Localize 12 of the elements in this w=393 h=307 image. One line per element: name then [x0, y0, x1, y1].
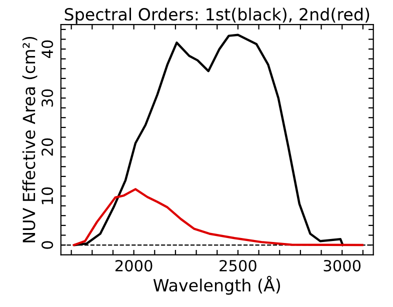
x-tick-label: 3000 [324, 260, 361, 272]
chart-title: Spectral Orders: 1st(black), 2nd(red) [64, 8, 370, 24]
y-tick-label: 40 [42, 40, 54, 58]
y-tick-label: 30 [42, 89, 54, 107]
line-series [72, 188, 364, 246]
y-axis-title: NUV Effective Area (cm²) [22, 36, 38, 242]
y-tick-label: 20 [42, 138, 54, 156]
x-axis-title: Wavelength (Å) [153, 276, 280, 295]
y-tick-label: 10 [42, 187, 54, 204]
x-tick-label: 2500 [220, 260, 256, 272]
x-tick-label: 2000 [115, 260, 152, 272]
y-tick-label: 0 [42, 241, 54, 249]
